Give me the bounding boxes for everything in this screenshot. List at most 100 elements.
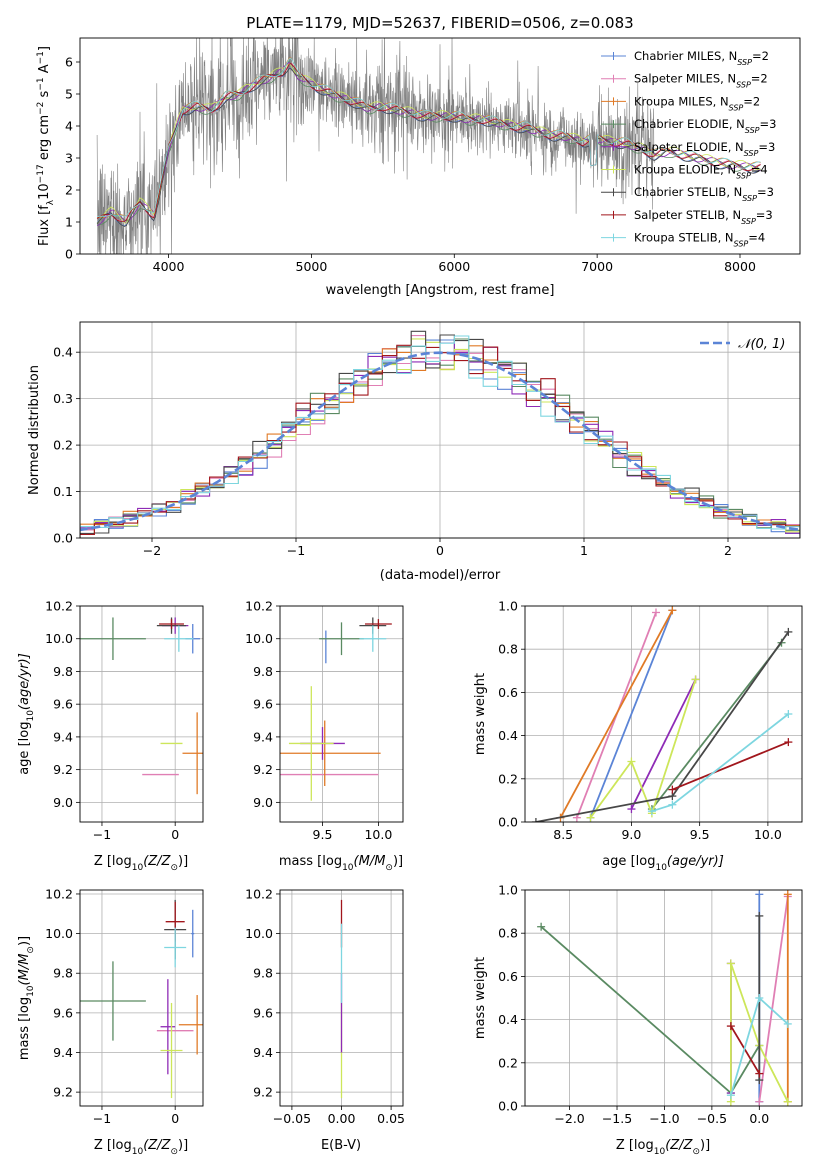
panel-Z-age: −1 09.09.29.49.69.810.010.2Z [log10(Z/Z⊙)… [17,599,204,873]
weight-line-2 [559,609,674,819]
y-tick-label: 9.8 [253,966,273,981]
label-part: )] [700,1138,710,1153]
label-part: ] [37,46,52,51]
y-tick-label: 9.6 [253,1005,273,1020]
legend-name: Chabrier STELIB, N [634,185,742,199]
model-spectrum-7 [96,63,761,222]
ageweight-ylabel: mass weight [473,673,488,755]
plot-area-Z-age [80,617,203,795]
legend-sub: SSP [736,80,751,89]
x-tick-label: 0 [171,827,179,842]
x-tick-label: 2 [724,543,732,558]
legend-label-4: Salpeter ELODIE, NSSP=3 [634,140,775,158]
legend-name: Chabrier MILES, N [634,49,737,63]
y-tick-label: 9.6 [253,697,273,712]
y-tick-label: 9.0 [53,795,73,810]
label-part: (age/yr)] [667,854,724,869]
y-tick-label: 9.2 [53,762,73,777]
label-part: ⊙ [170,1147,178,1157]
weight-line-1 [758,896,789,1102]
label-part: )] [17,936,32,946]
legend-label-2: Kroupa MILES, NSSP=2 [634,94,760,112]
y-tick-label: 0.3 [53,391,73,406]
legend-sub: SSP [734,239,749,248]
weight-line-5 [589,679,697,819]
legend-value: =4 [748,231,765,245]
plot-area-residuals [80,330,800,538]
x-tick-label: 8000 [724,259,756,274]
panel-spectrum: 4000 5000 6000 7000 8000 0 1 2 3 4 5 6 Chabrier MILE… [36,37,801,298]
legend-value: =3 [756,208,773,222]
legend-value: =4 [751,163,768,177]
y-tick-label: 9.6 [53,697,73,712]
y-tick-label: 9.4 [53,1045,73,1060]
label-part: (age/yr)] [17,653,32,710]
ageweight-xlabel: age [log10(age/yr)] [602,854,724,873]
y-tick-label: 9.4 [253,729,273,744]
panels: 4000 5000 6000 7000 8000 0 1 2 3 4 5 6 Chabrier MILE… [17,37,803,1157]
axes-frame [524,889,803,1107]
y-tick-label: 3 [65,151,73,166]
panel-EBV-mass: −0.05 0.00 0.05 9.2 9.4 9.6 9.8 10.0 10.2 E(B-V) [245,886,405,1153]
y-tick-label: 9.6 [53,1005,73,1020]
spectrum-xlabel: wavelength [Angstrom, rest frame] [326,283,555,298]
y-tick-label: 9.8 [53,966,73,981]
y-tick-label: 0.6 [498,969,518,984]
legend-label-5: Kroupa ELODIE, NSSP=4 [634,163,768,181]
label-part: ⊙ [692,1147,700,1157]
legend-name: Salpeter ELODIE, N [634,140,744,154]
legend-label-8: Kroupa STELIB, NSSP=4 [634,231,765,249]
y-tick-label: 9.4 [53,729,73,744]
legend-name: Salpeter MILES, N [634,72,736,86]
label-part: ⊙ [26,946,36,954]
legend-sub: SSP [745,126,760,135]
Zage-xlabel: Z [log10(Z/Z⊙)] [94,854,188,873]
Zage-ylabel: age [log10(age/yr)] [17,653,36,775]
model-spectrum-6 [96,68,761,227]
x-tick-label: −2.0 [554,1111,584,1126]
x-tick-label: 0 [436,543,444,558]
x-tick-label: 0.00 [328,1111,356,1126]
label-part: ⊙ [170,863,178,873]
label-part: 10 [132,863,144,873]
model-spectrum-8 [97,57,761,218]
x-tick-label: 0.0 [749,1111,769,1126]
y-tick-label: 1.0 [498,883,518,898]
label-part: s [37,90,52,101]
x-tick-label: 0.05 [377,1111,405,1126]
panel-Z-mass: −1 09.29.49.69.810.010.2Z [log10(Z/Z⊙)]ma… [17,886,204,1157]
axes-frame [524,605,803,823]
label-part: Z [log [616,1138,654,1153]
legend-sub: SSP [737,58,752,67]
label-part: mass [log [17,997,32,1060]
spectrum-ylabel: Flux [fλ10−17 erg cm−2 s−1 A−1] [36,46,56,246]
label-part: Z [log [94,1138,132,1153]
plot-area-Z-mass [80,899,203,1099]
x-tick-label: 10.0 [364,827,392,842]
x-tick-label: −0.05 [273,1111,311,1126]
y-tick-label: 9.2 [53,1085,73,1100]
y-tick-label: 10.2 [45,599,73,614]
residual-ylabel: Normed distribution [27,365,42,495]
Zweight-ylabel: mass weight [473,957,488,1039]
axes-frame [279,605,404,823]
axes-frame [79,37,801,255]
x-tick-label: 4000 [153,259,185,274]
label-part: −1 [36,77,46,90]
label-part: Z [log [94,854,132,869]
label-part: )] [178,1138,188,1153]
legend-value: =3 [757,185,774,199]
x-tick-label: 9.5 [690,827,710,842]
Zmass-ylabel: mass [log10(M/M⊙)] [17,936,36,1060]
legend-label-0: Chabrier MILES, NSSP=2 [634,49,769,67]
panel-age-weight: 8.5 9.0 9.5 10.0 0.0 0.2 0.4 0.6 0.8 1.0 age [log1… [473,599,803,873]
y-tick-label: 10.2 [45,886,73,901]
label-part: 10 [342,863,354,873]
y-tick-label: 10.0 [245,926,273,941]
legend-sub: SSP [736,171,751,180]
label-part: 10 [132,1147,144,1157]
x-tick-label: −2 [143,543,161,558]
y-tick-label: 9.0 [253,795,273,810]
